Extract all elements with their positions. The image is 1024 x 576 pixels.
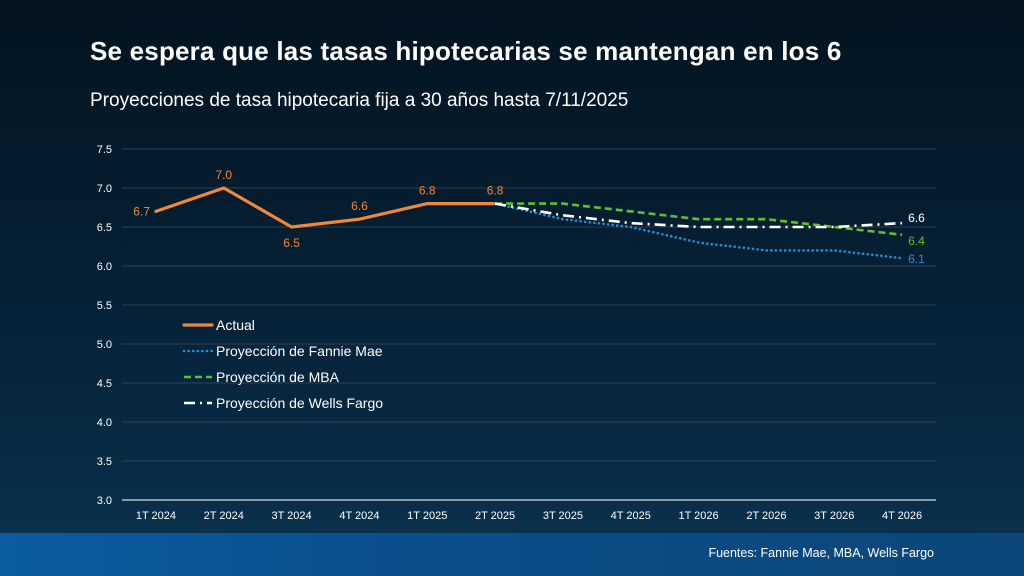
y-axis-ticks: 3.0 3.5 4.0 4.5 5.0 5.5 6.0 6.5 7.0 7.5 [97, 144, 112, 507]
footer-band: Fuentes: Fannie Mae, MBA, Wells Fargo [0, 533, 1024, 576]
x-tick-label: 2T 2026 [746, 510, 786, 522]
series-line-actual [154, 186, 497, 229]
legend-label-actual: Actual [216, 317, 255, 333]
data-label-fannie: 6.1 [908, 252, 925, 266]
data-label-wells: 6.6 [908, 211, 925, 225]
series-line-mba [495, 202, 903, 237]
series-line-wells [494, 202, 903, 229]
data-labels: 6.7 7.0 6.5 6.6 6.8 6.8 6.1 6.4 6.6 [133, 168, 925, 266]
legend-label-mba: Proyección de MBA [216, 369, 340, 385]
data-label-actual: 6.7 [133, 204, 150, 218]
series-lines [154, 186, 904, 260]
data-label-actual: 7.0 [215, 168, 232, 182]
x-tick-label: 2T 2024 [204, 510, 244, 522]
chart-subtitle: Proyecciones de tasa hipotecaria fija a … [90, 90, 629, 111]
x-tick-label: 4T 2024 [339, 510, 379, 522]
source-note: Fuentes: Fannie Mae, MBA, Wells Fargo [708, 546, 934, 560]
data-label-actual: 6.8 [419, 184, 436, 198]
x-tick-label: 1T 2026 [678, 510, 718, 522]
data-label-actual: 6.6 [351, 199, 368, 213]
chart-title: Se espera que las tasas hipotecarias se … [90, 36, 842, 66]
y-tick-label: 4.0 [97, 417, 112, 429]
x-tick-label: 2T 2025 [475, 510, 515, 522]
data-label-actual: 6.5 [283, 236, 300, 250]
y-tick-label: 6.5 [97, 222, 112, 234]
x-tick-label: 1T 2024 [136, 510, 176, 522]
legend-label-wells: Proyección de Wells Fargo [216, 395, 383, 411]
y-tick-label: 5.0 [97, 339, 112, 351]
data-label-mba: 6.4 [908, 234, 925, 248]
mortgage-rate-line-chart: 3.0 3.5 4.0 4.5 5.0 5.5 6.0 6.5 7.0 7.5 1T 2024 2T… [97, 144, 936, 522]
y-tick-label: 7.0 [97, 183, 112, 195]
x-tick-label: 4T 2025 [611, 510, 651, 522]
x-tick-label: 3T 2026 [814, 510, 854, 522]
x-tick-label: 3T 2024 [271, 510, 311, 522]
y-tick-label: 5.5 [97, 300, 112, 312]
x-axis-ticks: 1T 2024 2T 2024 3T 2024 4T 2024 1T 2025 2T 20… [136, 510, 922, 522]
legend-label-fannie: Proyección de Fannie Mae [216, 343, 383, 359]
y-tick-label: 6.0 [97, 261, 112, 273]
series-line-fannie [493, 202, 904, 260]
y-tick-label: 4.5 [97, 378, 112, 390]
legend: Actual Proyección de Fannie Mae Proyección… [182, 317, 383, 411]
y-tick-label: 3.5 [97, 456, 112, 468]
y-tick-label: 3.0 [97, 495, 112, 507]
y-tick-label: 7.5 [97, 144, 112, 156]
x-tick-label: 3T 2025 [543, 510, 583, 522]
x-tick-label: 4T 2026 [882, 510, 922, 522]
data-label-actual: 6.8 [487, 184, 504, 198]
x-tick-label: 1T 2025 [407, 510, 447, 522]
